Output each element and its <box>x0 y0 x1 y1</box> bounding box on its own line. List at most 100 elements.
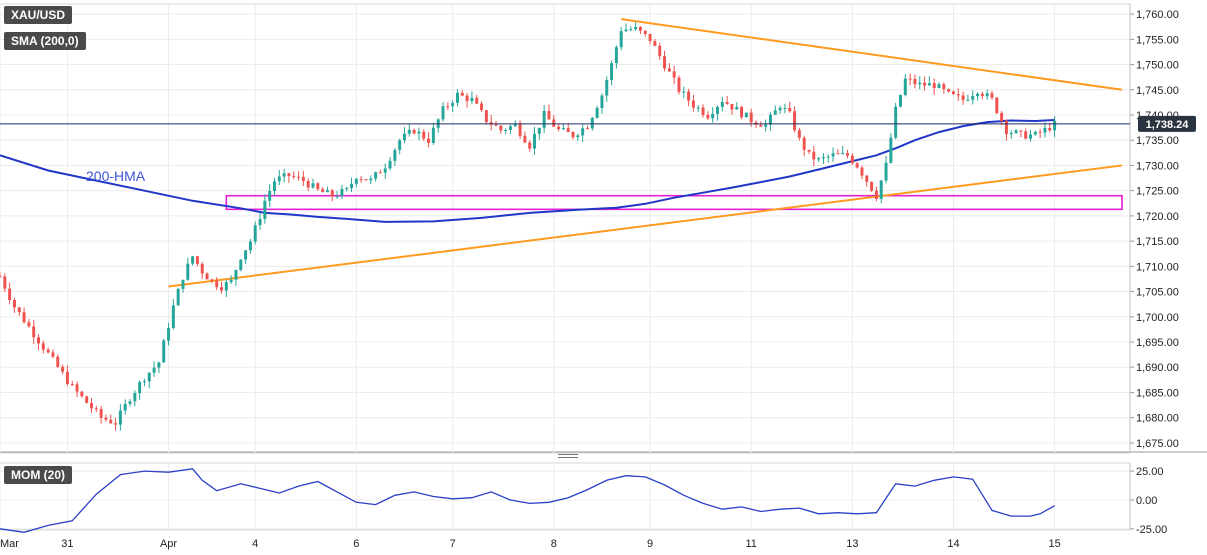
momentum-line-group <box>0 468 1055 533</box>
candle-body <box>783 107 787 109</box>
candle-body <box>287 173 291 177</box>
price-tick-label: 1,705.00 <box>1136 287 1179 299</box>
candle-body <box>860 167 864 176</box>
candle-body <box>176 288 180 306</box>
candle-body <box>215 280 219 288</box>
candle-body <box>581 128 585 136</box>
candle-body <box>518 123 522 136</box>
candle-body <box>393 149 397 161</box>
candle-body <box>817 158 821 160</box>
symbol-label[interactable]: XAU/USD <box>4 6 73 24</box>
candle-body <box>913 79 917 85</box>
price-tick-label: 1,695.00 <box>1136 337 1179 349</box>
candle-body <box>65 371 69 385</box>
candle-body <box>200 263 204 274</box>
candle-body <box>523 135 527 143</box>
x-axis-labels: Mar 31 Apr 4 6 7 8 9 11 13 14 15 <box>0 538 1061 550</box>
candle-body <box>142 381 146 383</box>
candle-body <box>547 110 551 120</box>
candle-body <box>966 99 970 101</box>
candle-body <box>788 107 792 112</box>
candle-body <box>61 366 65 372</box>
candle-body <box>422 131 426 139</box>
candle-body <box>932 83 936 88</box>
candle-body <box>778 107 782 111</box>
candle-body <box>716 106 719 114</box>
candle-body <box>340 189 344 197</box>
date-label: 9 <box>647 538 653 550</box>
candle-body <box>542 110 546 128</box>
candle-body <box>499 125 503 131</box>
y-axis-labels: 1,760.001,755.001,750.001,745.001,740.00… <box>1129 4 1179 453</box>
price-tick-label: 1,760.00 <box>1136 9 1179 21</box>
momentum-tick-label: -25.00 <box>1136 524 1167 536</box>
candle-body <box>870 181 874 191</box>
candle-body <box>292 176 296 178</box>
candle-body <box>711 113 715 119</box>
candle-body <box>205 273 209 280</box>
candle-body <box>0 276 2 278</box>
hma-200-line <box>0 119 1055 223</box>
candle-body <box>75 384 79 392</box>
momentum-tick-label: 25.00 <box>1136 466 1164 478</box>
candle-body <box>321 189 325 193</box>
candle-body <box>923 82 927 86</box>
date-label: 4 <box>252 538 258 550</box>
candle-body <box>903 78 907 95</box>
indicator-label[interactable]: SMA (200,0) <box>4 32 86 50</box>
momentum-axis-labels: 25.00 0.00 -25.00 <box>1129 463 1167 536</box>
price-tick-label: 1,685.00 <box>1136 387 1179 399</box>
price-tick-label: 1,755.00 <box>1136 34 1179 46</box>
splitter-handle <box>558 457 578 458</box>
momentum-label[interactable]: MOM (20) <box>4 466 72 484</box>
candle-body <box>855 163 859 168</box>
candle-body <box>133 393 137 402</box>
candle-body <box>22 312 26 323</box>
candle-body <box>942 84 946 90</box>
candle-body <box>1043 127 1047 133</box>
momentum-line <box>0 468 1055 533</box>
candle-body <box>1038 131 1042 133</box>
candle-body <box>191 256 195 264</box>
candle-body <box>220 287 224 291</box>
candle-body <box>1048 127 1052 131</box>
candle-body <box>1033 131 1037 135</box>
candle-body <box>162 340 166 363</box>
candle-body <box>167 327 171 341</box>
candle-body <box>258 218 262 226</box>
candle-body <box>138 382 142 394</box>
support-zone-rect <box>225 194 1123 211</box>
candle-body <box>147 372 151 382</box>
candle-body <box>460 92 464 96</box>
candle-body <box>374 172 378 179</box>
date-label: 13 <box>846 538 858 550</box>
price-tick-label: 1,700.00 <box>1136 312 1179 324</box>
candle-body <box>980 93 984 97</box>
candle-body <box>330 190 334 197</box>
candle-body <box>157 362 161 368</box>
candle-body <box>1000 112 1004 121</box>
candle-body <box>1009 132 1013 135</box>
candle-body <box>123 403 127 411</box>
candle-body <box>94 408 98 410</box>
candle-body <box>619 31 623 48</box>
candle-body <box>1019 130 1023 132</box>
candle-body <box>12 300 16 308</box>
candle-body <box>610 63 614 80</box>
candle-body <box>475 97 479 104</box>
candle-body <box>239 259 243 270</box>
candle-body <box>614 47 618 64</box>
date-label: 6 <box>353 538 359 550</box>
candle-body <box>8 288 12 301</box>
candle-body <box>706 114 710 119</box>
candle-body <box>638 26 642 31</box>
candle-body <box>229 279 233 283</box>
overlay: 200-HMA 1,738.24 <box>0 115 1196 184</box>
candle-body <box>841 153 845 155</box>
candle-body <box>494 124 498 126</box>
price-tick-label: 1,730.00 <box>1136 160 1179 172</box>
price-tick-label: 1,680.00 <box>1136 413 1179 425</box>
candle-body <box>446 106 450 108</box>
date-label: 11 <box>745 538 756 550</box>
